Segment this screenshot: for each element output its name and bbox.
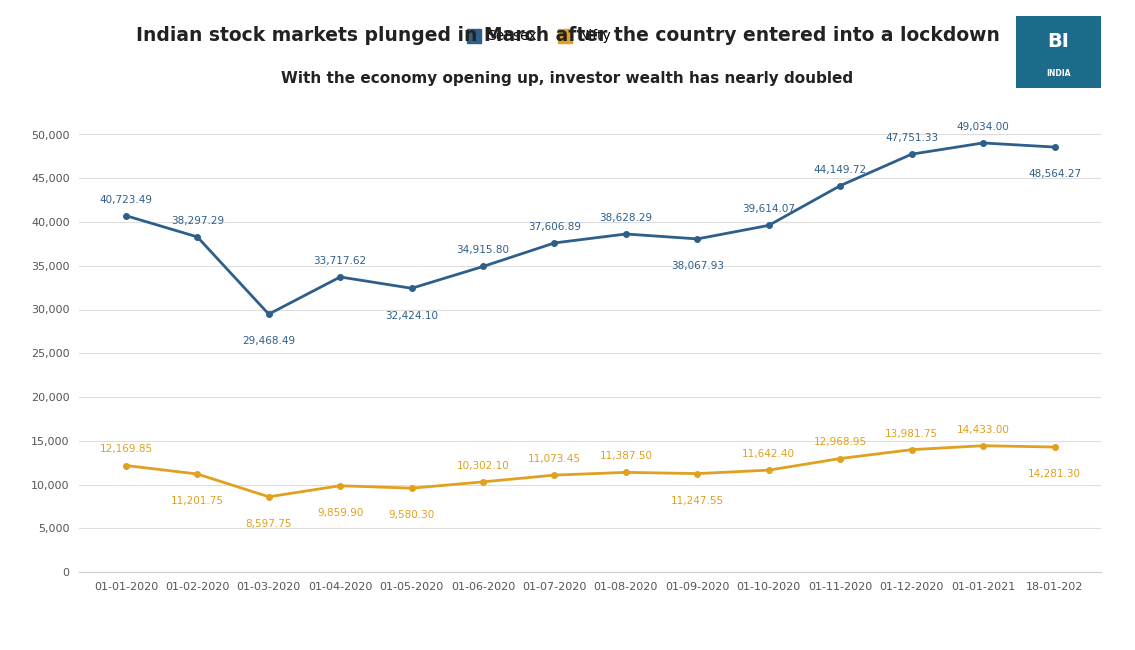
Text: 11,201.75: 11,201.75	[170, 496, 224, 506]
Text: 32,424.10: 32,424.10	[385, 311, 438, 320]
Text: 8,597.75: 8,597.75	[245, 519, 292, 529]
Legend: Sensex, Nifty: Sensex, Nifty	[461, 24, 617, 49]
Text: 12,169.85: 12,169.85	[100, 445, 152, 454]
Text: Indian stock markets plunged in March after the country entered into a lockdown: Indian stock markets plunged in March af…	[135, 26, 1000, 45]
Text: 38,628.29: 38,628.29	[599, 213, 653, 223]
Text: BI: BI	[1048, 32, 1069, 51]
Text: 13,981.75: 13,981.75	[885, 428, 939, 439]
Text: 33,717.62: 33,717.62	[313, 256, 367, 266]
Text: 39,614.07: 39,614.07	[742, 204, 796, 214]
Text: 10,302.10: 10,302.10	[456, 461, 510, 471]
Text: 38,067.93: 38,067.93	[671, 261, 724, 271]
Text: 37,606.89: 37,606.89	[528, 222, 581, 232]
Text: 14,281.30: 14,281.30	[1028, 469, 1081, 479]
Text: With the economy opening up, investor wealth has nearly doubled: With the economy opening up, investor we…	[281, 72, 854, 86]
Text: 44,149.72: 44,149.72	[814, 164, 867, 175]
Text: 9,580.30: 9,580.30	[388, 510, 435, 521]
Text: 11,387.50: 11,387.50	[599, 451, 653, 462]
Text: 29,468.49: 29,468.49	[242, 336, 295, 346]
Text: 9,859.90: 9,859.90	[317, 508, 363, 518]
Text: 48,564.27: 48,564.27	[1028, 169, 1081, 179]
Text: 49,034.00: 49,034.00	[957, 122, 1009, 132]
Text: 47,751.33: 47,751.33	[885, 133, 939, 143]
Text: 34,915.80: 34,915.80	[456, 246, 510, 255]
Text: 40,723.49: 40,723.49	[100, 194, 152, 205]
Text: 12,968.95: 12,968.95	[814, 437, 867, 447]
Text: INDIA: INDIA	[1046, 69, 1070, 78]
Text: 11,642.40: 11,642.40	[742, 449, 796, 459]
Text: 11,073.45: 11,073.45	[528, 454, 581, 464]
Text: 11,247.55: 11,247.55	[671, 496, 724, 506]
Text: 38,297.29: 38,297.29	[170, 216, 224, 226]
Text: 14,433.00: 14,433.00	[957, 424, 1009, 435]
